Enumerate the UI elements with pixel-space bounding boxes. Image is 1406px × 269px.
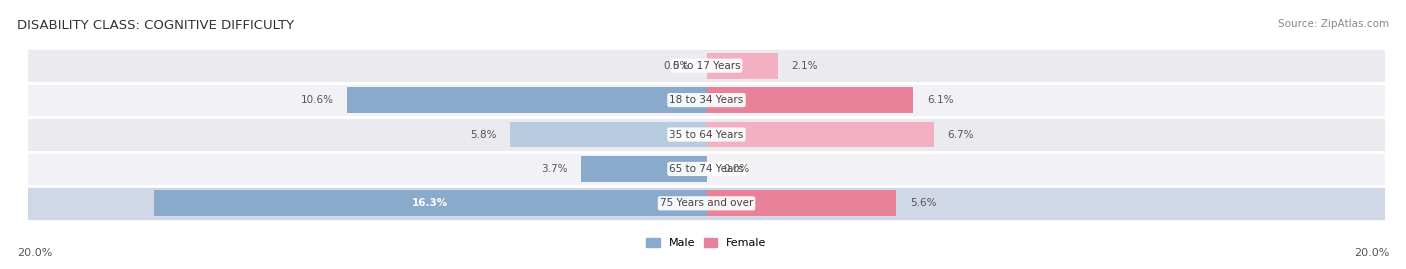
Text: 0.0%: 0.0% <box>724 164 749 174</box>
Legend: Male, Female: Male, Female <box>643 233 770 253</box>
Bar <box>28 117 1385 152</box>
Text: 35 to 64 Years: 35 to 64 Years <box>669 129 744 140</box>
Bar <box>28 186 1385 221</box>
Bar <box>707 53 778 79</box>
Text: 18 to 34 Years: 18 to 34 Years <box>669 95 744 105</box>
Text: 20.0%: 20.0% <box>1354 248 1389 258</box>
Bar <box>347 87 707 113</box>
Text: 5.8%: 5.8% <box>470 129 496 140</box>
Text: 16.3%: 16.3% <box>412 198 449 208</box>
Bar <box>707 190 897 216</box>
Text: 5 to 17 Years: 5 to 17 Years <box>672 61 741 71</box>
Text: 65 to 74 Years: 65 to 74 Years <box>669 164 744 174</box>
Bar <box>707 122 934 147</box>
Bar <box>153 190 707 216</box>
Text: DISABILITY CLASS: COGNITIVE DIFFICULTY: DISABILITY CLASS: COGNITIVE DIFFICULTY <box>17 19 294 32</box>
Text: 20.0%: 20.0% <box>17 248 52 258</box>
Text: 75 Years and over: 75 Years and over <box>659 198 754 208</box>
Bar <box>28 83 1385 117</box>
Text: 5.6%: 5.6% <box>910 198 936 208</box>
Text: 6.1%: 6.1% <box>927 95 953 105</box>
Text: 10.6%: 10.6% <box>301 95 333 105</box>
Text: 3.7%: 3.7% <box>541 164 568 174</box>
Bar <box>510 122 707 147</box>
Text: 6.7%: 6.7% <box>948 129 974 140</box>
Bar <box>707 87 914 113</box>
Bar <box>581 156 707 182</box>
Text: Source: ZipAtlas.com: Source: ZipAtlas.com <box>1278 19 1389 29</box>
Text: 2.1%: 2.1% <box>792 61 818 71</box>
Bar <box>28 48 1385 83</box>
Text: 0.0%: 0.0% <box>664 61 689 71</box>
Bar <box>28 152 1385 186</box>
